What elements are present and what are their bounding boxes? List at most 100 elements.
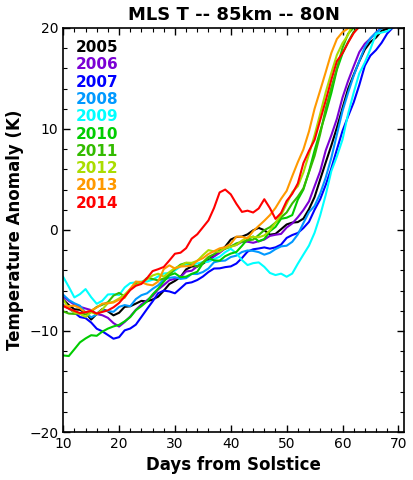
Title: MLS T -- 85km -- 80N: MLS T -- 85km -- 80N [128, 6, 339, 24]
Legend: 2005, 2006, 2007, 2008, 2009, 2010, 2011, 2012, 2013, 2014: 2005, 2006, 2007, 2008, 2009, 2010, 2011… [71, 36, 123, 216]
2008 [145, 290, 150, 296]
2013 [61, 303, 66, 309]
2013 [184, 264, 189, 269]
2009 [245, 262, 250, 268]
2014 [267, 205, 272, 211]
2012 [133, 282, 138, 288]
Line: 2012: 2012 [63, 0, 399, 317]
2012 [83, 314, 88, 320]
2008 [267, 250, 272, 256]
2014 [61, 303, 66, 309]
2014 [184, 245, 189, 251]
2009 [267, 270, 272, 276]
2013 [133, 279, 138, 285]
2010 [145, 299, 150, 304]
2007 [145, 306, 150, 312]
Y-axis label: Temperature Anomaly (K): Temperature Anomaly (K) [5, 110, 24, 350]
2014 [94, 311, 99, 316]
2008 [245, 248, 250, 253]
2011 [267, 224, 272, 230]
2005 [61, 297, 66, 302]
2013 [145, 282, 150, 288]
2014 [357, 24, 362, 29]
2014 [145, 276, 150, 281]
2009 [145, 278, 150, 284]
2007 [245, 249, 250, 254]
2009 [61, 274, 66, 280]
2012 [245, 235, 250, 240]
2011 [133, 281, 138, 287]
2010 [267, 228, 272, 234]
2010 [61, 353, 66, 359]
2008 [396, 21, 401, 26]
2006 [133, 307, 138, 312]
Line: 2008: 2008 [63, 23, 399, 317]
Line: 2009: 2009 [63, 27, 399, 304]
2009 [133, 279, 138, 285]
2012 [396, 0, 401, 3]
2013 [245, 235, 250, 241]
2005 [145, 299, 150, 304]
2006 [116, 324, 121, 329]
2010 [184, 274, 189, 279]
Line: 2013: 2013 [63, 0, 399, 312]
2012 [184, 260, 189, 265]
2008 [184, 275, 189, 281]
2007 [61, 302, 66, 308]
2011 [83, 312, 88, 317]
2006 [267, 233, 272, 239]
2006 [184, 269, 189, 275]
2012 [145, 276, 150, 282]
2008 [357, 58, 362, 64]
2007 [267, 246, 272, 252]
Line: 2007: 2007 [63, 26, 399, 339]
2010 [396, 0, 401, 3]
Line: 2005: 2005 [63, 24, 399, 320]
2006 [245, 239, 250, 245]
2007 [396, 23, 401, 29]
2014 [396, 7, 401, 13]
2013 [267, 212, 272, 218]
2012 [267, 228, 272, 233]
2006 [145, 298, 150, 303]
2005 [133, 301, 138, 307]
2011 [357, 18, 362, 24]
Line: 2006: 2006 [63, 24, 399, 326]
2007 [184, 280, 189, 286]
2008 [61, 292, 66, 298]
2005 [245, 231, 250, 237]
2011 [145, 275, 150, 281]
2010 [245, 236, 250, 242]
2010 [133, 307, 138, 313]
2012 [61, 297, 66, 302]
2012 [357, 12, 362, 18]
2011 [396, 0, 401, 2]
2010 [357, 24, 362, 30]
Line: 2010: 2010 [63, 0, 399, 356]
2007 [357, 82, 362, 88]
2005 [396, 21, 401, 27]
2008 [89, 314, 94, 320]
2005 [184, 266, 189, 272]
2009 [357, 71, 362, 76]
2008 [133, 296, 138, 302]
2005 [357, 59, 362, 64]
2009 [94, 301, 99, 307]
2014 [245, 208, 250, 214]
2010 [66, 353, 71, 359]
Line: 2011: 2011 [63, 0, 399, 314]
Line: 2014: 2014 [63, 10, 399, 313]
2006 [357, 49, 362, 55]
2009 [184, 262, 189, 268]
2009 [396, 24, 401, 30]
2013 [83, 310, 88, 315]
2013 [357, 14, 362, 20]
2005 [89, 317, 94, 323]
2014 [133, 283, 138, 288]
2006 [61, 294, 66, 300]
2007 [111, 336, 116, 342]
2011 [61, 309, 66, 314]
2011 [245, 238, 250, 243]
2007 [133, 322, 138, 327]
2011 [184, 260, 189, 266]
